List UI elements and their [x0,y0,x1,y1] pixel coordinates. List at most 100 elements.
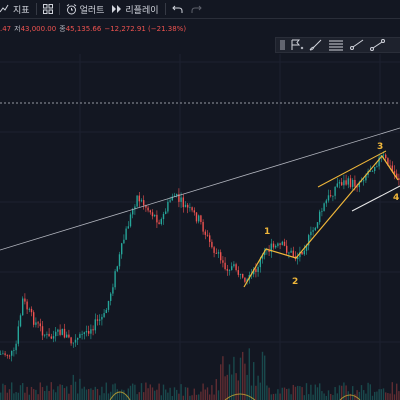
undo-icon [171,5,183,13]
candle-body [316,222,319,228]
volume-bar [68,393,70,400]
volume-bar [202,383,204,400]
ray-icon[interactable] [349,39,365,51]
volume-bar [283,387,286,400]
price-chart[interactable]: 1 2 3 4 [0,54,400,400]
volume-bar [204,389,206,400]
volume-bar [171,395,173,400]
candle-body [8,355,11,357]
volume-bar [94,386,96,400]
candle-body [290,250,292,253]
top-toolbar: 지표 얼러트 리플레이 [0,0,400,19]
volume-bar [46,385,48,400]
oscillator-peaks [109,391,361,400]
candle-body [226,269,228,271]
alerts-button[interactable]: 얼러트 [62,0,109,18]
candle-body [376,166,378,168]
volume-bar [8,389,11,400]
trendline[interactable] [0,127,400,251]
candle-body [116,266,118,272]
candle-body [103,313,105,317]
candle-body [374,166,376,171]
volume-bar [55,392,57,400]
candle-body [37,322,39,324]
ohlc-legend: .47 저43,000.00 종45,135.66 −12,272.91 (−21.3… [0,24,189,34]
volume-bar [288,388,290,400]
candle-body [382,154,385,156]
candle-body [358,181,360,188]
candle-body [94,319,96,331]
volume-bar [270,394,272,400]
volume-bar [22,383,24,400]
candle-body [202,221,204,232]
volume-bar [165,389,167,400]
candle-body [264,249,266,256]
candle-body [349,178,352,187]
flag-icon[interactable] [290,39,304,51]
volume-bar [140,383,143,400]
candle-body [211,241,213,248]
candle-body [334,186,336,196]
candle-body [81,333,83,335]
volume-bar [184,387,187,400]
layout-button[interactable] [39,0,57,18]
elliott-wave[interactable]: 1 2 3 4 [243,142,400,288]
candle-body [378,157,380,167]
volume-bar [200,391,202,400]
candle-body [239,273,242,275]
volume-bar [222,356,224,400]
volume-bar [275,393,277,400]
candle-body [35,322,37,325]
volume-bar [338,385,341,400]
volume-bar [35,389,37,400]
candle-body [259,258,261,268]
volume-bar [176,389,178,400]
volume-bar [206,387,209,400]
volume-bar [242,351,244,400]
volume-bar [314,384,316,400]
volume-bar [11,382,13,400]
candle-body [74,339,77,343]
candle-body [26,301,28,310]
drag-handle[interactable] [280,40,285,50]
volume-bar [2,383,4,400]
candle-body [217,252,220,254]
volume-bar [299,386,301,400]
candle-body [224,262,226,270]
candle-body [257,267,259,272]
trend-line-icon[interactable] [370,39,386,51]
volume-bar [319,383,321,400]
volume-bar [105,382,107,400]
candle-body [330,195,332,197]
volume-bar [382,388,385,400]
volume-bar [237,380,239,400]
replay-button[interactable]: 리플레이 [108,0,162,18]
candle-body [255,269,257,272]
lines-icon[interactable] [328,39,344,51]
candle-body [233,264,235,267]
candle-body [123,239,125,244]
candle-body [52,336,55,339]
candle-body [314,227,316,231]
volume-bar [149,384,151,400]
indicators-button[interactable]: 지표 [0,0,34,18]
volume-bar [336,393,338,400]
candle-body [156,214,158,223]
undo-button[interactable] [168,0,187,18]
volume-bar [365,393,367,400]
candle-body [61,328,63,335]
volume-bar [74,381,77,400]
volume-bar [178,393,180,400]
redo-button[interactable] [187,0,206,18]
volume-bar [96,388,99,400]
brush-icon[interactable] [309,39,323,51]
volume-bar [217,390,220,400]
candle-body [46,333,48,335]
volume-bar [393,394,396,400]
drawing-toolbar [275,37,400,53]
candle-body [323,203,325,211]
candle-body [22,298,24,316]
volume-bar [143,392,145,400]
volume-bar [83,386,85,400]
volume-bar [303,395,305,400]
